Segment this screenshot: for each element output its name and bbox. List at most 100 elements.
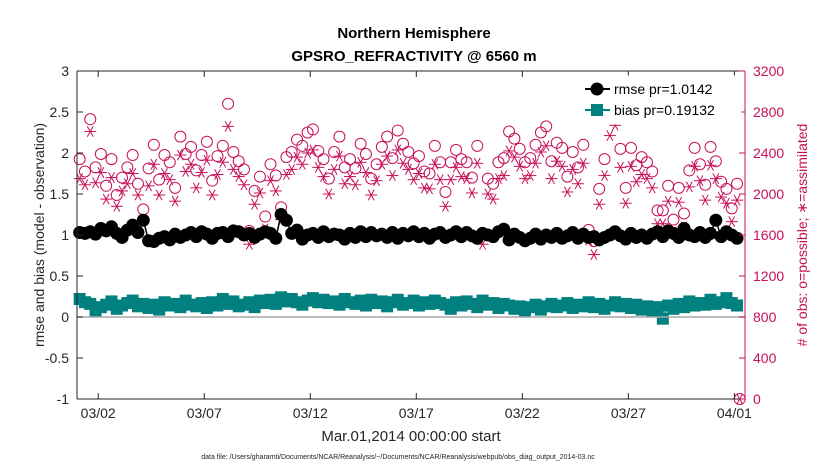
- legend-label-rmse: rmse pr=1.0142: [614, 81, 713, 97]
- obs-assimilated-point: [434, 174, 447, 186]
- obs-possible-point: [593, 182, 606, 195]
- obs-possible-point: [269, 169, 282, 182]
- obs-assimilated-point: [269, 185, 282, 197]
- y-left-tick-label: 1.5: [50, 186, 70, 202]
- obs-possible-point: [598, 153, 611, 166]
- obs-possible-point: [439, 185, 452, 198]
- rmse-series: [73, 208, 744, 249]
- obs-possible-point: [497, 152, 510, 165]
- obs-assimilated-point: [503, 145, 516, 157]
- obs-assimilated-point: [89, 177, 102, 189]
- obs-possible-point: [513, 142, 526, 155]
- obs-possible-point: [349, 162, 362, 175]
- y-left-tick-label: -0.5: [45, 350, 69, 366]
- obs-assimilated-point: [481, 188, 494, 200]
- obs-possible-point: [402, 145, 415, 158]
- obs-assimilated-point: [126, 168, 139, 179]
- rmse-point: [136, 213, 150, 227]
- x-tick-label: 03/27: [611, 405, 646, 421]
- obs-assimilated-point: [386, 170, 399, 182]
- obs-possible-point: [216, 139, 229, 152]
- legend-marker-rmse: [590, 82, 604, 96]
- obs-assimilated-point: [169, 195, 182, 207]
- obs-assimilated-point: [73, 173, 86, 185]
- obs-assimilated-point: [153, 189, 166, 201]
- obs-possible-point: [153, 173, 166, 186]
- obs-assimilated-point: [556, 160, 569, 172]
- obs-assimilated-point: [238, 179, 250, 191]
- y-right-tick-label: 0: [753, 391, 761, 407]
- y-right-tick-label: 800: [753, 309, 777, 325]
- obs-possible-point: [147, 138, 160, 151]
- y-right-tick-label: 400: [753, 350, 777, 366]
- obs-possible-point: [693, 158, 706, 171]
- obs-assimilated-point: [534, 146, 547, 158]
- rmse-point: [730, 231, 744, 245]
- x-tick-label: 03/02: [81, 405, 116, 421]
- obs-possible-point: [471, 139, 484, 152]
- obs-assimilated-point: [693, 175, 706, 187]
- obs-possible-point: [418, 165, 431, 178]
- obs-possible-point: [450, 143, 463, 156]
- obs-possible-point: [381, 130, 394, 143]
- obs-possible-point: [264, 158, 277, 171]
- obs-possible-point: [200, 135, 213, 148]
- rmse-point: [269, 231, 283, 245]
- y-left-tick-label: 2: [61, 145, 69, 161]
- y-left-tick-label: 0: [61, 309, 69, 325]
- obs-assimilated-point: [222, 120, 235, 132]
- obs-assimilated-point: [709, 173, 722, 185]
- obs-possible-point: [190, 164, 203, 177]
- obs-assimilated-point: [158, 168, 171, 179]
- obs-assimilated-point: [216, 156, 229, 168]
- obs-assimilated-point: [640, 173, 653, 185]
- y-right-tick-label: 2400: [753, 145, 784, 161]
- obs-assimilated-point: [614, 161, 627, 173]
- obs-possible-point: [89, 161, 102, 174]
- y-axis-label-right: # of obs: o=possible; ∗=assimilated: [794, 124, 810, 347]
- obs-possible-point: [391, 124, 404, 137]
- obs-possible-point: [344, 153, 357, 166]
- obs-assimilated-point: [683, 181, 696, 193]
- y-left-tick-label: 2.5: [50, 104, 70, 120]
- y-left-tick-label: 1: [61, 227, 69, 243]
- obs-possible-point: [699, 178, 712, 191]
- obs-possible-point: [556, 141, 569, 154]
- obs-assimilated-point: [407, 174, 420, 186]
- obs-possible-point: [100, 179, 113, 192]
- obs-assimilated-point: [497, 170, 510, 182]
- y-right-tick-label: 2000: [753, 186, 784, 202]
- obs-possible-point: [619, 181, 632, 194]
- obs-assimilated-point: [487, 193, 500, 205]
- legend-marker-bias: [591, 104, 603, 116]
- x-axis-label: Mar.01,2014 00:00:00 start: [321, 428, 501, 445]
- y-right-tick-label: 1600: [753, 227, 784, 243]
- bias-point: [656, 312, 669, 325]
- obs-assimilated-point: [206, 189, 219, 201]
- rmse-point: [497, 222, 511, 236]
- obs-possible-point: [174, 130, 187, 143]
- obs-assimilated-point: [211, 169, 224, 180]
- y-left-tick-label: 0.5: [50, 268, 70, 284]
- obs-assimilated-point: [328, 163, 341, 175]
- y-right-tick-label: 1200: [753, 268, 784, 284]
- obs-assimilated-point: [402, 163, 415, 175]
- rmse-point: [704, 226, 718, 240]
- chart-title-line-1: Northern Hemisphere: [337, 25, 490, 42]
- obs-assimilated-point: [646, 182, 659, 194]
- obs-assimilated-point: [78, 179, 91, 191]
- x-tick-label: 04/01: [717, 405, 752, 421]
- obs-possible-point: [322, 172, 335, 185]
- bias-point: [651, 301, 664, 314]
- y-left-tick-label: 3: [61, 63, 69, 79]
- obs-assimilated-point: [131, 189, 144, 201]
- obs-possible-point: [169, 181, 182, 194]
- obs-possible-point: [731, 177, 744, 190]
- obs-assimilated-point: [280, 169, 293, 180]
- obs-assimilated-point: [338, 178, 351, 190]
- obs-assimilated-point: [593, 198, 606, 210]
- obs-assimilated-point: [444, 174, 457, 186]
- obs-possible-point: [126, 149, 139, 162]
- obs-possible-point: [306, 123, 319, 136]
